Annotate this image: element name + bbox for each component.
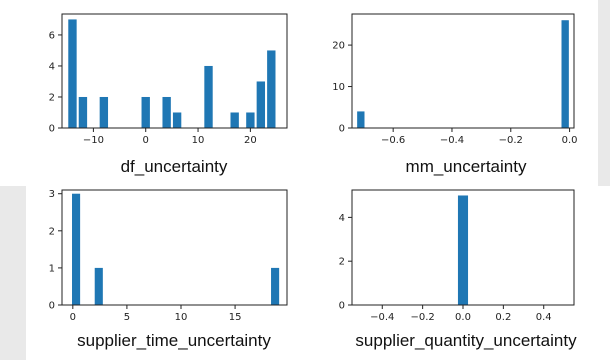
panel-supplier-quantity-uncertainty: supplier_quantity_uncertainty −0.4 −0.2 0.… <box>339 189 577 350</box>
x-tick-label: −0.4 <box>440 135 464 146</box>
x-tick-label: 10 <box>175 312 188 323</box>
x-tick-label: 10 <box>192 135 205 146</box>
y-tick-label: 0 <box>339 301 345 312</box>
right-margin-strip <box>598 0 610 186</box>
x-tick-label: −0.4 <box>370 312 394 323</box>
histogram-bar <box>141 96 150 128</box>
y-tick-label: 1 <box>49 263 55 274</box>
histogram-bar <box>230 112 239 128</box>
x-tick-label: −0.6 <box>381 135 405 146</box>
x-tick-label: 20 <box>244 135 257 146</box>
y-tick-label: 2 <box>49 226 55 237</box>
y-tick-label: 2 <box>49 92 55 103</box>
x-axis-label: df_uncertainty <box>121 157 228 176</box>
x-tick-label: −10 <box>83 135 104 146</box>
y-tick-label: 6 <box>49 30 55 41</box>
axes-frame <box>351 13 575 129</box>
x-axis-label: mm_uncertainty <box>406 157 527 176</box>
y-tick-label: 2 <box>339 257 345 268</box>
histogram-bar <box>271 267 280 305</box>
y-tick-label: 4 <box>49 61 55 72</box>
histogram-bar <box>72 193 81 305</box>
panel-supplier-time-uncertainty: supplier_time_uncertainty 0 5 10 15 0 1 2 3 <box>49 189 288 350</box>
axes-frame <box>61 13 288 129</box>
x-tick-label: 0.0 <box>562 135 578 146</box>
y-tick-label: 4 <box>339 213 345 224</box>
y-tick-label: 3 <box>49 189 55 200</box>
y-tick-label: 10 <box>332 82 345 93</box>
panel-df-uncertainty: df_uncertainty −10 0 10 20 0 2 4 6 <box>49 13 288 176</box>
x-tick-label: 0 <box>143 135 149 146</box>
x-axis-label: supplier_time_uncertainty <box>77 331 271 350</box>
histogram-bar <box>357 111 365 128</box>
histogram-bar <box>162 96 171 128</box>
histogram-bar <box>94 267 103 305</box>
y-tick-label: 0 <box>49 124 55 135</box>
x-tick-label: 15 <box>229 312 242 323</box>
left-margin-strip <box>0 186 26 360</box>
histogram-bar <box>256 81 266 128</box>
x-axis-label: supplier_quantity_uncertainty <box>355 331 577 350</box>
x-tick-label: −0.2 <box>410 312 434 323</box>
histogram-bar <box>457 195 469 305</box>
panel-mm-uncertainty: mm_uncertainty −0.6 −0.4 −0.2 0.0 0 10 20 <box>332 13 578 176</box>
x-tick-label: −0.2 <box>499 135 523 146</box>
x-tick-label: 0.2 <box>495 312 511 323</box>
x-tick-label: 5 <box>124 312 130 323</box>
axes-frame <box>61 189 288 306</box>
y-tick-label: 0 <box>339 124 345 135</box>
histogram-bar <box>68 19 77 128</box>
histogram-bar <box>267 50 276 129</box>
histogram-bar <box>78 96 88 128</box>
x-tick-label: 0 <box>70 312 76 323</box>
x-tick-label: 0.0 <box>455 312 471 323</box>
y-tick-label: 20 <box>332 41 345 52</box>
x-tick-label: 0.4 <box>536 312 552 323</box>
histogram-bar <box>172 112 182 128</box>
histogram-bar <box>561 20 569 128</box>
y-tick-label: 0 <box>49 301 55 312</box>
histogram-bar <box>204 65 213 128</box>
histogram-bar <box>246 112 255 128</box>
histogram-bar <box>99 96 109 128</box>
